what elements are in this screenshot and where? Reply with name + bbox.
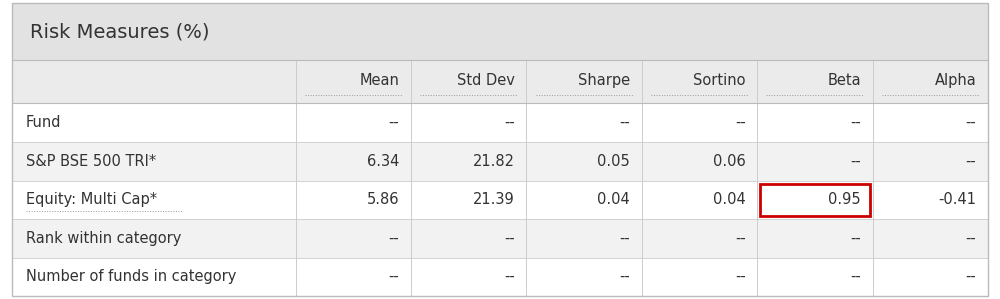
Text: --: --: [850, 269, 861, 284]
Bar: [12, 142, 988, 181]
Bar: [12, 3, 988, 60]
Text: --: --: [735, 269, 746, 284]
Text: Risk Measures (%): Risk Measures (%): [30, 22, 210, 41]
Text: Sortino: Sortino: [693, 74, 746, 89]
Text: Equity: Multi Cap*: Equity: Multi Cap*: [26, 192, 157, 207]
Text: 5.86: 5.86: [367, 192, 399, 207]
Text: Rank within category: Rank within category: [26, 231, 181, 246]
Text: 0.06: 0.06: [713, 154, 746, 169]
Text: --: --: [966, 231, 976, 246]
Text: --: --: [619, 269, 630, 284]
Text: --: --: [389, 231, 399, 246]
Text: --: --: [389, 115, 399, 130]
Bar: [12, 219, 988, 257]
Text: 6.34: 6.34: [367, 154, 399, 169]
Text: --: --: [966, 154, 976, 169]
Bar: [12, 60, 988, 103]
Text: Sharpe: Sharpe: [578, 74, 630, 89]
Text: --: --: [504, 231, 515, 246]
Text: Number of funds in category: Number of funds in category: [26, 269, 236, 284]
Text: --: --: [619, 115, 630, 130]
Text: 21.82: 21.82: [473, 154, 515, 169]
Text: --: --: [966, 269, 976, 284]
Text: 21.39: 21.39: [473, 192, 515, 207]
Text: --: --: [735, 231, 746, 246]
Text: --: --: [619, 231, 630, 246]
Text: Beta: Beta: [827, 74, 861, 89]
Text: --: --: [389, 269, 399, 284]
Text: 0.04: 0.04: [713, 192, 746, 207]
Bar: [12, 181, 988, 219]
Text: --: --: [504, 115, 515, 130]
Text: -0.41: -0.41: [938, 192, 976, 207]
Text: --: --: [966, 115, 976, 130]
Text: Alpha: Alpha: [935, 74, 976, 89]
Text: --: --: [850, 115, 861, 130]
Text: 0.95: 0.95: [828, 192, 861, 207]
Text: Fund: Fund: [26, 115, 62, 130]
Text: --: --: [735, 115, 746, 130]
Bar: [12, 103, 988, 142]
Text: --: --: [850, 231, 861, 246]
Bar: [760, 184, 870, 216]
Text: --: --: [504, 269, 515, 284]
Text: 0.04: 0.04: [597, 192, 630, 207]
Bar: [12, 257, 988, 296]
Text: Std Dev: Std Dev: [457, 74, 515, 89]
Text: Mean: Mean: [360, 74, 399, 89]
Text: S&P BSE 500 TRI*: S&P BSE 500 TRI*: [26, 154, 156, 169]
Text: --: --: [850, 154, 861, 169]
Text: 0.05: 0.05: [597, 154, 630, 169]
